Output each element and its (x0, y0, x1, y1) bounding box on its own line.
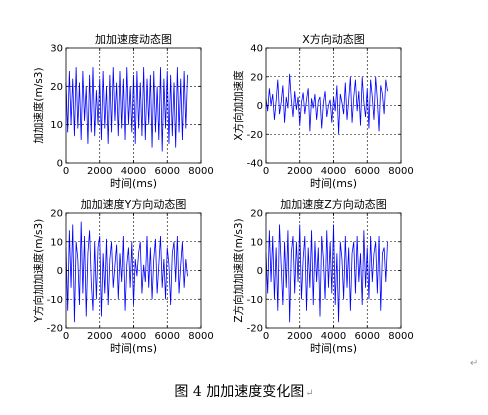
x-tick-label: 2000 (287, 331, 312, 342)
x-tick-label: 2000 (87, 166, 112, 177)
series-line (65, 67, 188, 152)
y-tick-label: 20 (250, 209, 263, 220)
y-tick-label: 0 (57, 159, 63, 170)
chart-title: X方向动态图 (302, 32, 365, 46)
series-line (65, 221, 188, 323)
y-tick-label: 0 (257, 266, 263, 277)
chart-title: 加加速度动态图 (95, 32, 172, 46)
y-axis-label: X方向加加速度 (232, 70, 245, 141)
y-tick-label: 20 (250, 72, 263, 83)
y-tick-label: -20 (47, 324, 63, 335)
y-tick-label: -10 (47, 295, 63, 306)
x-tick-label: 8000 (388, 331, 413, 342)
chart-panel-4: 0 2000 4000 6000 8000 -20 -10 0 10 20 加加速度Z方向动态图时间… (232, 197, 414, 355)
x-axis-label: 时间(ms) (310, 342, 357, 355)
y-axis-label: Z方向加加速度(m/s3) (232, 218, 245, 322)
x-tick-label: 4000 (321, 331, 346, 342)
x-tick-label: 8000 (188, 331, 213, 342)
x-tick-label: 4000 (321, 166, 346, 177)
x-axis-label: 时间(ms) (110, 342, 157, 355)
y-tick-label: -40 (247, 159, 263, 170)
y-tick-label: 20 (50, 82, 63, 93)
chart-title: 加加速度Z方向动态图 (280, 197, 387, 211)
x-tick-label: 8000 (188, 166, 213, 177)
chart-title: 加加速度Y方向动态图 (81, 197, 187, 211)
x-tick-label: 4000 (121, 331, 146, 342)
figure: 0 2000 4000 6000 8000 0 10 20 30 加加速度动态图 时间(ms) 加加速… (32, 32, 414, 355)
y-tick-label: -10 (247, 295, 263, 306)
x-tick-label: 6000 (155, 166, 180, 177)
chart-panel-2: 0 2000 4000 6000 8000 -40 -20 0 20 40 X方向动态图时间(ms)… (232, 32, 414, 190)
paragraph-mark: ↵ (305, 388, 314, 399)
y-axis-label: Y方向加加速度(m/s3) (32, 219, 45, 324)
figure-svg: 0 2000 4000 6000 80000102030加加速度动态图时间(ms)加加速… (32, 32, 414, 355)
y-tick-label: 20 (50, 209, 63, 220)
figure-caption: 图 4 加加速度变化图↵ (0, 381, 488, 401)
y-tick-label: 0 (257, 101, 263, 112)
x-tick-label: 6000 (155, 331, 180, 342)
chart-panel-3: 0 2000 4000 6000 8000 -20 -10 0 10 20 加加速度Y方向动态图时间… (32, 197, 214, 355)
x-tick-label: 0 (63, 331, 69, 342)
x-tick-label: 0 (263, 166, 269, 177)
paragraph-mark: ↵ (470, 358, 479, 369)
figure-caption-text: 图 4 加加速度变化图 (174, 384, 305, 400)
x-tick-label: 6000 (355, 166, 380, 177)
y-tick-label: 40 (250, 44, 263, 55)
x-tick-label: 4000 (121, 166, 146, 177)
y-tick-label: 10 (250, 237, 263, 248)
x-axis-label: 时间(ms) (110, 177, 157, 190)
series-line (265, 73, 388, 135)
y-tick-label: 10 (50, 120, 63, 131)
x-axis-label: 时间(ms) (310, 177, 357, 190)
series-line (265, 224, 388, 323)
x-tick-label: 0 (63, 166, 69, 177)
y-tick-label: 30 (50, 44, 63, 55)
y-tick-label: -20 (247, 324, 263, 335)
y-tick-label: 10 (50, 237, 63, 248)
x-tick-label: 6000 (355, 331, 380, 342)
x-tick-label: 2000 (287, 166, 312, 177)
x-tick-label: 2000 (87, 331, 112, 342)
x-tick-label: 0 (263, 331, 269, 342)
y-axis-label: 加加速度(m/s3) (32, 67, 45, 143)
x-tick-label: 8000 (388, 166, 413, 177)
y-tick-label: 0 (57, 266, 63, 277)
y-tick-label: -20 (247, 130, 263, 141)
